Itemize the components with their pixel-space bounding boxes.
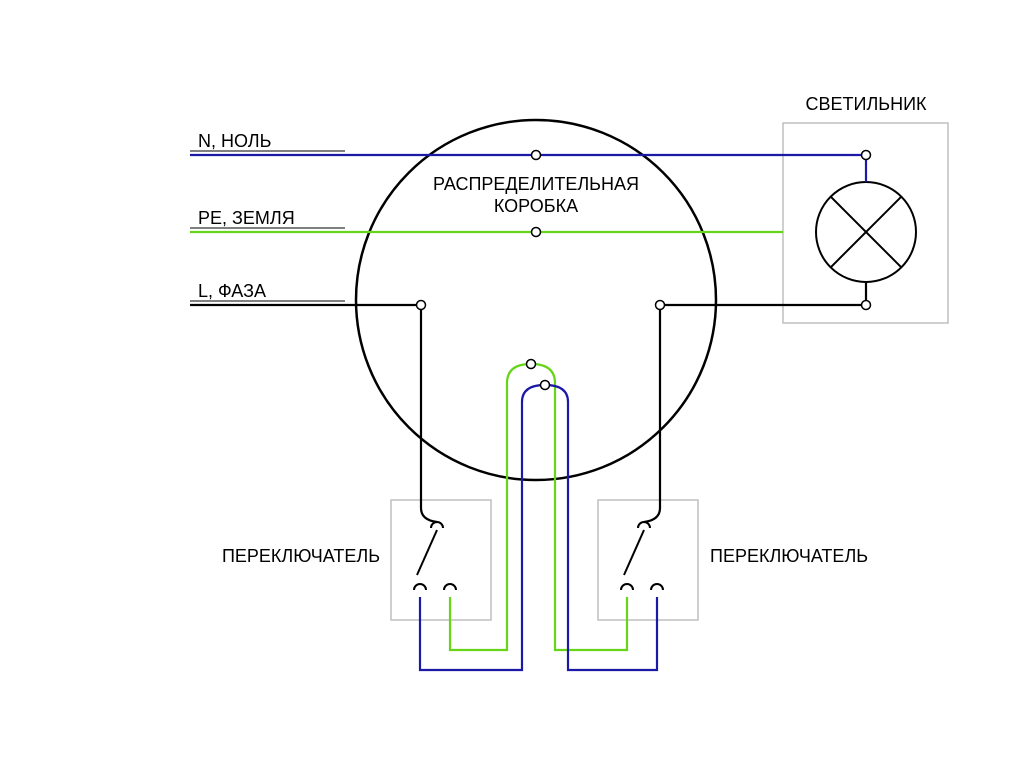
switch-right-internals (621, 522, 663, 590)
wiring-diagram: СВЕТИЛЬНИК РАСПРЕДЕЛИТЕЛЬНАЯ КОРОБКА N, … (0, 0, 1024, 768)
lamp-symbol (816, 182, 916, 282)
wire-phase-to-left-switch (421, 305, 437, 522)
label-phase: L, ФАЗА (198, 281, 266, 301)
label-junction-line1: РАСПРЕДЕЛИТЕЛЬНАЯ (433, 174, 639, 194)
label-neutral: N, НОЛЬ (198, 131, 271, 151)
label-junction-line2: КОРОБКА (494, 196, 578, 216)
switch-left-box (391, 500, 491, 620)
label-earth: PE, ЗЕМЛЯ (198, 208, 295, 228)
switch-right-box (598, 500, 698, 620)
wire-traveler-blue (420, 385, 657, 670)
label-switch-left: ПЕРЕКЛЮЧАТЕЛЬ (222, 546, 380, 566)
label-switch-right: ПЕРЕКЛЮЧАТЕЛЬ (710, 546, 868, 566)
wire-phase-to-right-switch (644, 305, 660, 522)
switch-left-internals (414, 522, 456, 590)
label-lamp: СВЕТИЛЬНИК (806, 94, 928, 114)
wire-phase-to-lamp (660, 282, 866, 305)
wire-traveler-green (450, 364, 627, 650)
